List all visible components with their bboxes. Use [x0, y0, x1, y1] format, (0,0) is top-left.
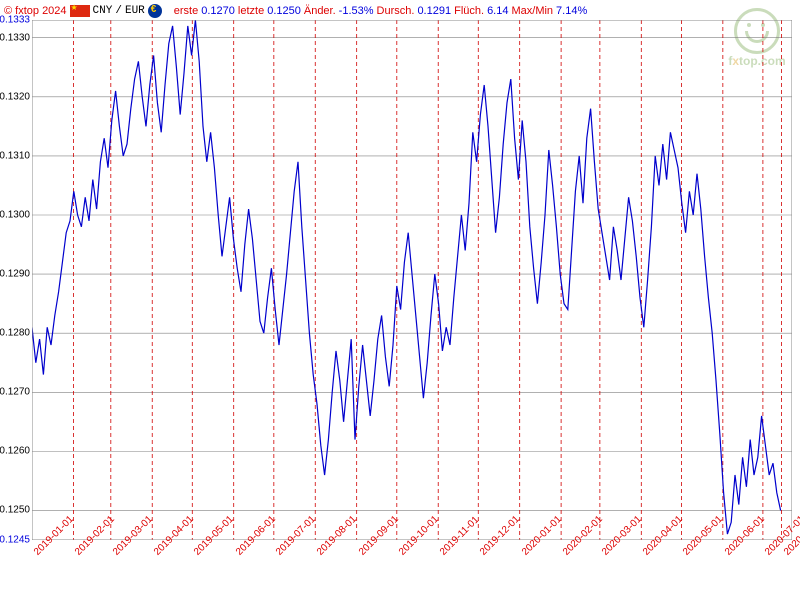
dursch-value: 0.1291 [417, 5, 451, 17]
y-tick-label: 0.1250 [0, 505, 30, 516]
y-tick-label: 0.1280 [0, 328, 30, 339]
letzte-value: 0.1250 [267, 5, 301, 17]
y-tick-label: 0.1270 [0, 387, 30, 398]
fluch-value: 6.14 [487, 5, 508, 17]
pair-quote: EUR [125, 5, 145, 17]
flag-eu-icon [148, 4, 162, 18]
erste-value: 0.1270 [201, 5, 235, 17]
pair-sep: / [115, 5, 122, 17]
y-tick-label: 0.1260 [0, 446, 30, 457]
dursch-label: Dursch. [377, 5, 415, 17]
chart-header: © fxtop 2024 CNY / EUR erste 0.1270 letz… [0, 2, 800, 20]
y-tick-label: 0.1320 [0, 91, 30, 102]
x-axis: 2019-01-012019-02-012019-03-012019-04-01… [32, 542, 792, 600]
y-tick-label: 0.1310 [0, 150, 30, 161]
pair-base: CNY [93, 5, 113, 17]
y-tick-label: 0.1290 [0, 269, 30, 280]
y-tick-label: 0.1330 [0, 32, 30, 43]
y-max-label: 0.1333 [0, 15, 30, 26]
y-tick-label: 0.1300 [0, 210, 30, 221]
ander-value: -1.53% [339, 5, 374, 17]
fluch-label: Flüch. [454, 5, 484, 17]
letzte-label: letzte [238, 5, 264, 17]
maxmin-label: Max/Min [511, 5, 553, 17]
chart-svg [32, 20, 792, 540]
y-axis: 0.1250 0.1260 0.1270 0.1280 0.1290 0.1300 0.13… [0, 20, 32, 540]
plot-area [32, 20, 792, 540]
y-min-label: 0.1245 [0, 535, 30, 546]
chart-container: © fxtop 2024 CNY / EUR erste 0.1270 letz… [0, 0, 800, 600]
flag-cn-icon [70, 5, 90, 17]
ander-label: Änder. [304, 5, 336, 17]
erste-label: erste [174, 5, 198, 17]
maxmin-value: 7.14% [556, 5, 587, 17]
